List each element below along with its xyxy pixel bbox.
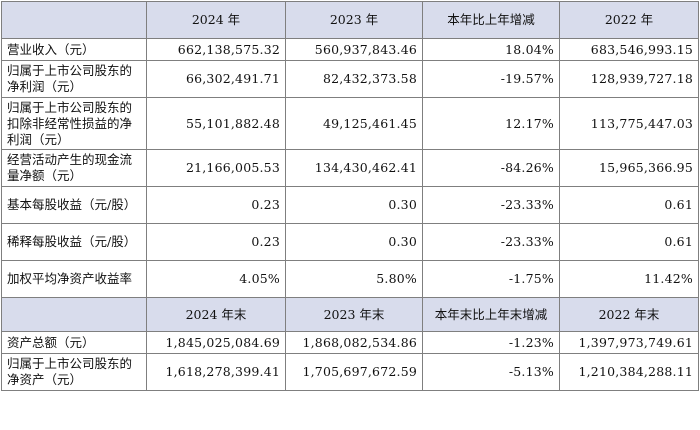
subheader-yoy-change: 本年末比上年末增减 xyxy=(422,297,560,332)
value-2022: 128,939,727.18 xyxy=(559,60,699,98)
value-end-2024: 1,845,025,084.69 xyxy=(146,331,286,354)
value-change: -1.75% xyxy=(422,260,560,298)
row-label-basic-eps: 基本每股收益（元/股） xyxy=(1,186,147,224)
value-change: 12.17% xyxy=(422,97,560,150)
table-row: 加权平均净资产收益率 4.05% 5.80% -1.75% 11.42% xyxy=(1,260,699,298)
row-label-operating-cash-flow: 经营活动产生的现金流量净额（元） xyxy=(1,149,147,187)
value-2024: 21,166,005.53 xyxy=(146,149,286,187)
row-label-revenue: 营业收入（元） xyxy=(1,38,147,61)
header-year-2022: 2022 年 xyxy=(559,1,699,39)
value-2024: 4.05% xyxy=(146,260,286,298)
subheader-end-2024: 2024 年末 xyxy=(146,297,286,332)
financial-summary-table: 2024 年 2023 年 本年比上年增减 2022 年 营业收入（元） 662… xyxy=(1,1,699,391)
value-2023: 0.30 xyxy=(285,223,423,261)
value-2022: 113,775,447.03 xyxy=(559,97,699,150)
value-2023: 49,125,461.45 xyxy=(285,97,423,150)
value-2022: 683,546,993.15 xyxy=(559,38,699,61)
row-label-diluted-eps: 稀释每股收益（元/股） xyxy=(1,223,147,261)
value-2024: 66,302,491.71 xyxy=(146,60,286,98)
value-2022: 11.42% xyxy=(559,260,699,298)
value-2024: 662,138,575.32 xyxy=(146,38,286,61)
table-row: 资产总额（元） 1,845,025,084.69 1,868,082,534.8… xyxy=(1,331,699,354)
row-label-total-assets: 资产总额（元） xyxy=(1,331,147,354)
table-row: 稀释每股收益（元/股） 0.23 0.30 -23.33% 0.61 xyxy=(1,223,699,261)
header-year-2024: 2024 年 xyxy=(146,1,286,39)
value-end-2023: 1,705,697,672.59 xyxy=(285,353,423,391)
value-2023: 0.30 xyxy=(285,186,423,224)
value-2024: 0.23 xyxy=(146,186,286,224)
header-yoy-change: 本年比上年增减 xyxy=(422,1,560,39)
table-row: 归属于上市公司股东的净利润（元） 66,302,491.71 82,432,37… xyxy=(1,60,699,98)
value-change: -23.33% xyxy=(422,223,560,261)
value-end-2022: 1,210,384,288.11 xyxy=(559,353,699,391)
subheader-blank-cell xyxy=(1,297,147,332)
subheader-end-2023: 2023 年末 xyxy=(285,297,423,332)
row-label-adjusted-net-profit: 归属于上市公司股东的扣除非经常性损益的净利润（元） xyxy=(1,97,147,150)
value-change: -5.13% xyxy=(422,353,560,391)
value-2023: 82,432,373.58 xyxy=(285,60,423,98)
value-change: -19.57% xyxy=(422,60,560,98)
subheader-end-2022: 2022 年末 xyxy=(559,297,699,332)
value-end-2022: 1,397,973,749.61 xyxy=(559,331,699,354)
value-2023: 134,430,462.41 xyxy=(285,149,423,187)
value-change: -23.33% xyxy=(422,186,560,224)
row-label-net-profit: 归属于上市公司股东的净利润（元） xyxy=(1,60,147,98)
value-2024: 55,101,882.48 xyxy=(146,97,286,150)
value-2022: 15,965,366.95 xyxy=(559,149,699,187)
value-change: 18.04% xyxy=(422,38,560,61)
header-year-2023: 2023 年 xyxy=(285,1,423,39)
value-2022: 0.61 xyxy=(559,223,699,261)
value-2022: 0.61 xyxy=(559,186,699,224)
value-2023: 5.80% xyxy=(285,260,423,298)
value-2024: 0.23 xyxy=(146,223,286,261)
table-row: 归属于上市公司股东的净资产（元） 1,618,278,399.41 1,705,… xyxy=(1,353,699,391)
table-header-row: 2024 年 2023 年 本年比上年增减 2022 年 xyxy=(1,1,699,39)
value-2023: 560,937,843.46 xyxy=(285,38,423,61)
table-row: 营业收入（元） 662,138,575.32 560,937,843.46 18… xyxy=(1,38,699,61)
value-end-2023: 1,868,082,534.86 xyxy=(285,331,423,354)
value-change: -1.23% xyxy=(422,331,560,354)
financial-summary-panel: 2024 年 2023 年 本年比上年增减 2022 年 营业收入（元） 662… xyxy=(1,1,699,391)
table-subheader-row: 2024 年末 2023 年末 本年末比上年末增减 2022 年末 xyxy=(1,297,699,332)
header-blank-cell xyxy=(1,1,147,39)
table-row: 经营活动产生的现金流量净额（元） 21,166,005.53 134,430,4… xyxy=(1,149,699,187)
table-row: 归属于上市公司股东的扣除非经常性损益的净利润（元） 55,101,882.48 … xyxy=(1,97,699,150)
row-label-net-assets: 归属于上市公司股东的净资产（元） xyxy=(1,353,147,391)
table-row: 基本每股收益（元/股） 0.23 0.30 -23.33% 0.61 xyxy=(1,186,699,224)
value-end-2024: 1,618,278,399.41 xyxy=(146,353,286,391)
value-change: -84.26% xyxy=(422,149,560,187)
row-label-weighted-roe: 加权平均净资产收益率 xyxy=(1,260,147,298)
